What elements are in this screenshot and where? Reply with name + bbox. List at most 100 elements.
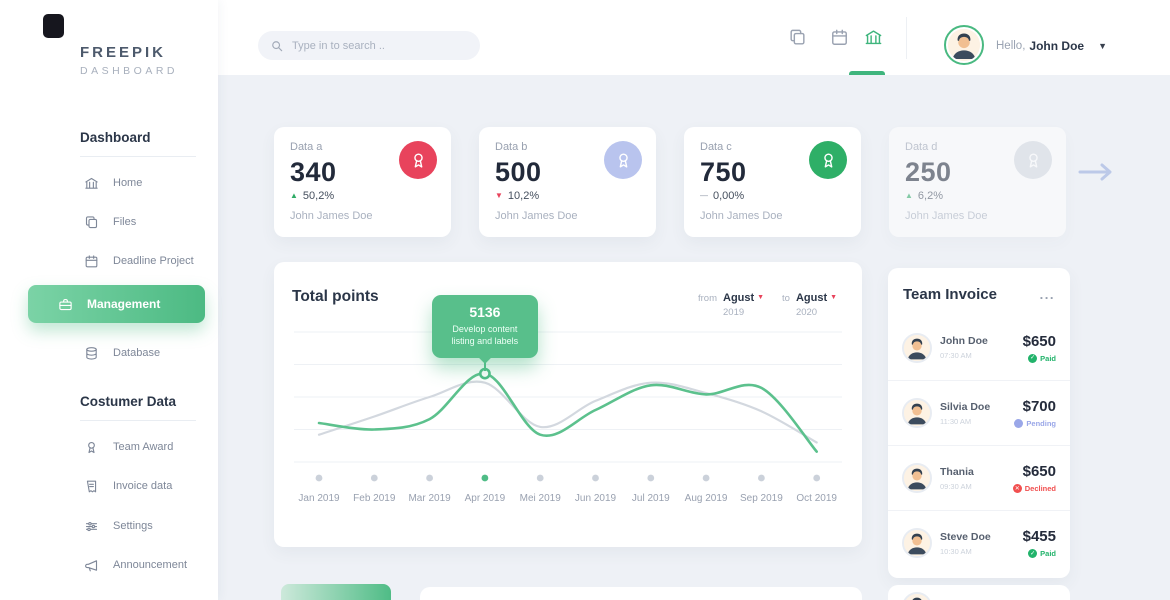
sidebar-item-database[interactable]: Database xyxy=(84,344,160,362)
person-icon xyxy=(948,29,980,61)
stat-card-data-b: Data b 500 ▼ 10,2% John James Doe xyxy=(479,127,656,237)
svg-text:Mar 2019: Mar 2019 xyxy=(408,493,451,504)
invoice-title: Team Invoice xyxy=(903,286,997,303)
status-label: Paid xyxy=(1040,353,1056,363)
megaphone-icon xyxy=(85,559,98,571)
sidebar-item-label: Home xyxy=(113,177,143,189)
sidebar-item-settings[interactable]: Settings xyxy=(84,517,153,535)
user-avatar[interactable] xyxy=(944,25,984,65)
range-from-select[interactable]: from Agust ▼ 2019 xyxy=(698,292,764,318)
stat-label: Data b xyxy=(495,141,528,153)
invoice-row-steve-doe[interactable]: Steve Doe 10:30 AM $455 ✓ Paid xyxy=(888,510,1070,575)
invoice-time: 11:30 AM xyxy=(940,416,972,426)
search-input[interactable] xyxy=(292,39,468,52)
award-badge-icon xyxy=(399,141,437,179)
stat-person: John James Doe xyxy=(290,210,373,222)
invoice-amount: $700 xyxy=(1022,398,1056,415)
status-label: Pending xyxy=(1026,419,1056,428)
status-icon: ✓ xyxy=(1028,353,1038,363)
chevron-down-icon: ▼ xyxy=(830,294,838,301)
stat-card-data-d: Data d 250 ▲ 6,2% John James Doe xyxy=(889,127,1066,237)
calendar-icon xyxy=(85,254,98,267)
svg-text:Oct 2019: Oct 2019 xyxy=(796,493,837,504)
stat-card-data-c: Data c 750 — 0,00% John James Doe xyxy=(684,127,861,237)
sidebar-item-home[interactable]: Home xyxy=(84,174,142,192)
avatar xyxy=(902,398,932,428)
svg-text:Apr 2019: Apr 2019 xyxy=(465,493,506,504)
trend-up-icon: ▲ xyxy=(290,191,298,200)
status-icon: ✕ xyxy=(1012,484,1022,493)
range-to-label: to xyxy=(782,293,790,304)
award-badge-icon xyxy=(1014,141,1052,179)
status-label: Declined xyxy=(1024,484,1056,493)
logo-secondary-text: DASHBOARD xyxy=(80,65,179,77)
invoice-name: Silvia Doe xyxy=(940,400,991,413)
tooltip-text: Develop content listing and labels xyxy=(451,323,519,347)
briefcase-icon xyxy=(59,298,72,310)
stat-value: 250 xyxy=(905,157,952,187)
invoice-name: Steve Doe xyxy=(940,530,991,543)
sidebar-item-label: Invoice data xyxy=(113,480,173,492)
team-invoice-card: Team Invoice ... John Doe 07:30 AM $650 … xyxy=(888,268,1070,578)
stat-card-data-a: Data a 340 ▲ 50,2% John James Doe xyxy=(274,127,451,237)
carousel-next-arrow[interactable] xyxy=(1078,162,1114,187)
range-to-select[interactable]: to Agust ▼ 2020 xyxy=(782,292,837,318)
divider xyxy=(906,17,907,59)
database-icon xyxy=(86,346,97,360)
stat-value: 750 xyxy=(700,157,747,187)
person-icon xyxy=(904,530,930,556)
logo-mark xyxy=(43,14,64,38)
sidebar-item-announcement[interactable]: Announcement xyxy=(84,556,187,574)
stat-person: John James Doe xyxy=(700,210,783,222)
sidebar-item-deadline-project[interactable]: Deadline Project xyxy=(84,252,194,270)
stat-label: Data d xyxy=(905,141,938,153)
person-icon xyxy=(904,334,930,361)
greeting-text: Hello, xyxy=(996,40,1026,52)
invoice-next-card-fragment xyxy=(888,585,1070,600)
sidebar-item-label: Settings xyxy=(113,520,153,532)
sidebar-item-team-award[interactable]: Team Award xyxy=(84,438,173,456)
svg-text:Sep 2019: Sep 2019 xyxy=(740,493,783,504)
sidebar-item-label: Team Award xyxy=(113,441,174,453)
stat-change-pct: 50,2% xyxy=(302,190,335,202)
chart-title: Total points xyxy=(292,288,379,305)
svg-text:Mei 2019: Mei 2019 xyxy=(520,493,562,504)
invoice-row-silvia-doe[interactable]: Silvia Doe 11:30 AM $700 Pending xyxy=(888,380,1070,445)
sidebar-item-label: Announcement xyxy=(113,559,187,571)
stat-label: Data c xyxy=(700,141,732,153)
chevron-down-icon: ▼ xyxy=(1098,41,1107,51)
sidebar-item-files[interactable]: Files xyxy=(84,213,136,231)
person-icon xyxy=(904,465,930,491)
calendar-icon[interactable] xyxy=(830,28,850,48)
invoice-time: 10:30 AM xyxy=(940,546,972,556)
stat-change-pct: 6,2% xyxy=(917,190,943,202)
tooltip-connector xyxy=(483,359,486,371)
invoice-row-thania[interactable]: Thania 09:30 AM $650 ✕ Declined xyxy=(888,445,1070,510)
user-menu[interactable]: Hello, John Doe ▼ xyxy=(996,39,1107,53)
invoice-row-john-doe[interactable]: John Doe 07:30 AM $650 ✓ Paid xyxy=(888,315,1070,380)
stat-person: John James Doe xyxy=(495,210,578,222)
receipt-icon xyxy=(86,480,97,492)
sidebar-section-costumer-data: Costumer Data xyxy=(80,394,196,421)
stat-value: 340 xyxy=(290,157,337,187)
avatar xyxy=(902,332,932,363)
sidebar-item-management[interactable]: Management xyxy=(28,285,205,323)
sidebar-item-invoice-data[interactable]: Invoice data xyxy=(84,477,172,495)
user-name: John Doe xyxy=(1029,39,1085,53)
avatar xyxy=(902,592,932,600)
files-icon[interactable] xyxy=(788,28,808,48)
sidebar-item-label: Database xyxy=(113,347,161,359)
svg-text:Aug 2019: Aug 2019 xyxy=(685,493,728,504)
stat-label: Data a xyxy=(290,141,323,153)
invoice-time: 09:30 AM xyxy=(940,481,972,491)
stat-change-pct: 0,00% xyxy=(713,190,745,202)
chart-tooltip: 5136 Develop content listing and labels xyxy=(431,294,538,364)
bank-icon[interactable] xyxy=(864,28,884,48)
range-from-year: 2019 xyxy=(723,307,745,318)
status-badge: Pending xyxy=(1014,419,1056,428)
more-options-icon[interactable]: ... xyxy=(1039,286,1055,302)
status-icon xyxy=(1014,419,1024,428)
stat-change: ▲ 6,2% xyxy=(905,190,1050,202)
app-logo: FREEPIK DASHBOARD xyxy=(80,44,178,77)
